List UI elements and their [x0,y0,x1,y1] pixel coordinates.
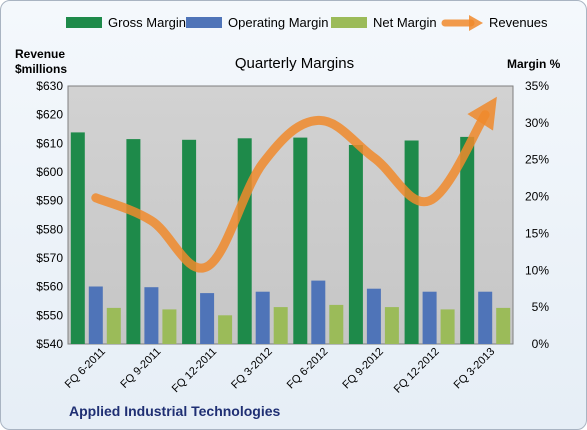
bar-net-margin-2 [218,315,233,344]
left-tick-label: $610 [36,136,63,150]
right-tick-label: 10% [525,263,549,277]
left-tick-label: $540 [36,337,63,351]
bar-gross-margin-6 [404,140,419,344]
x-tick-label: FQ 6-2011 [63,346,108,391]
bar-operating-margin-7 [478,291,493,344]
bar-gross-margin-1 [126,139,141,344]
right-tick-label: 15% [525,226,549,240]
left-axis-title: Revenue $millions [15,47,67,77]
left-axis-title-line1: Revenue [15,47,66,61]
right-tick-label: 25% [525,153,549,167]
bar-gross-margin-7 [460,136,475,344]
legend-swatch-operating-margin [186,17,222,28]
bar-operating-margin-2 [200,293,215,344]
right-tick-label: 35% [525,79,549,93]
company-name: Applied Industrial Technologies [69,403,281,419]
bar-operating-margin-1 [144,287,159,344]
legend-label-operating-margin: Operating Margin [228,15,329,30]
bar-net-margin-7 [496,307,511,344]
x-tick-label: FQ 9-2011 [118,346,163,391]
left-axis-title-line2: $millions [15,62,68,76]
bar-gross-margin-5 [348,145,363,344]
left-tick-label: $630 [36,79,63,93]
legend-arrow-icon [441,15,483,31]
left-tick-label: $570 [36,251,63,265]
bar-net-margin-5 [384,307,399,344]
legend-swatch-gross-margin [66,17,102,28]
revenue-line [91,96,497,273]
bar-operating-margin-4 [311,280,326,344]
x-tick-label: FQ 3-2012 [229,346,275,392]
left-tick-label: $620 [36,108,63,122]
bar-net-margin-1 [162,309,177,344]
bar-gross-margin-0 [70,132,85,344]
chart-title: Quarterly Margins [234,55,355,72]
left-tick-label: $600 [36,165,63,179]
bar-net-margin-4 [329,304,344,344]
bar-net-margin-6 [440,309,455,344]
bar-gross-margin-3 [237,138,252,344]
right-tick-label: 5% [532,300,550,314]
legend: Gross Margin Operating Margin Net Margin… [1,11,586,35]
bar-gross-margin-2 [182,139,197,344]
legend-label-net-margin: Net Margin [373,15,437,30]
bar-operating-margin-3 [255,291,270,344]
x-tick-label: FQ 6-2012 [285,346,331,392]
right-tick-label: 0% [532,337,550,351]
bar-gross-margin-4 [293,137,308,344]
x-tick-label: FQ 9-2012 [340,346,386,392]
left-tick-label: $550 [36,308,63,322]
x-tick-label: FQ 3-2013 [452,346,498,392]
legend-label-revenues: Revenues [489,15,548,30]
right-tick-label: 20% [525,190,549,204]
bar-net-margin-3 [273,307,288,344]
right-tick-label: 30% [525,116,549,130]
left-tick-label: $590 [36,194,63,208]
left-tick-label: $560 [36,280,63,294]
bar-net-margin-0 [106,307,121,344]
left-tick-label: $580 [36,222,63,236]
bar-operating-margin-0 [88,286,103,344]
bar-operating-margin-5 [366,288,381,344]
legend-label-gross-margin: Gross Margin [108,15,187,30]
legend-swatch-net-margin [331,17,367,28]
bar-operating-margin-6 [422,291,437,344]
x-tick-label: FQ 12-2011 [170,346,219,395]
right-axis-title: Margin % [507,57,561,71]
x-tick-label: FQ 12-2012 [392,346,442,396]
